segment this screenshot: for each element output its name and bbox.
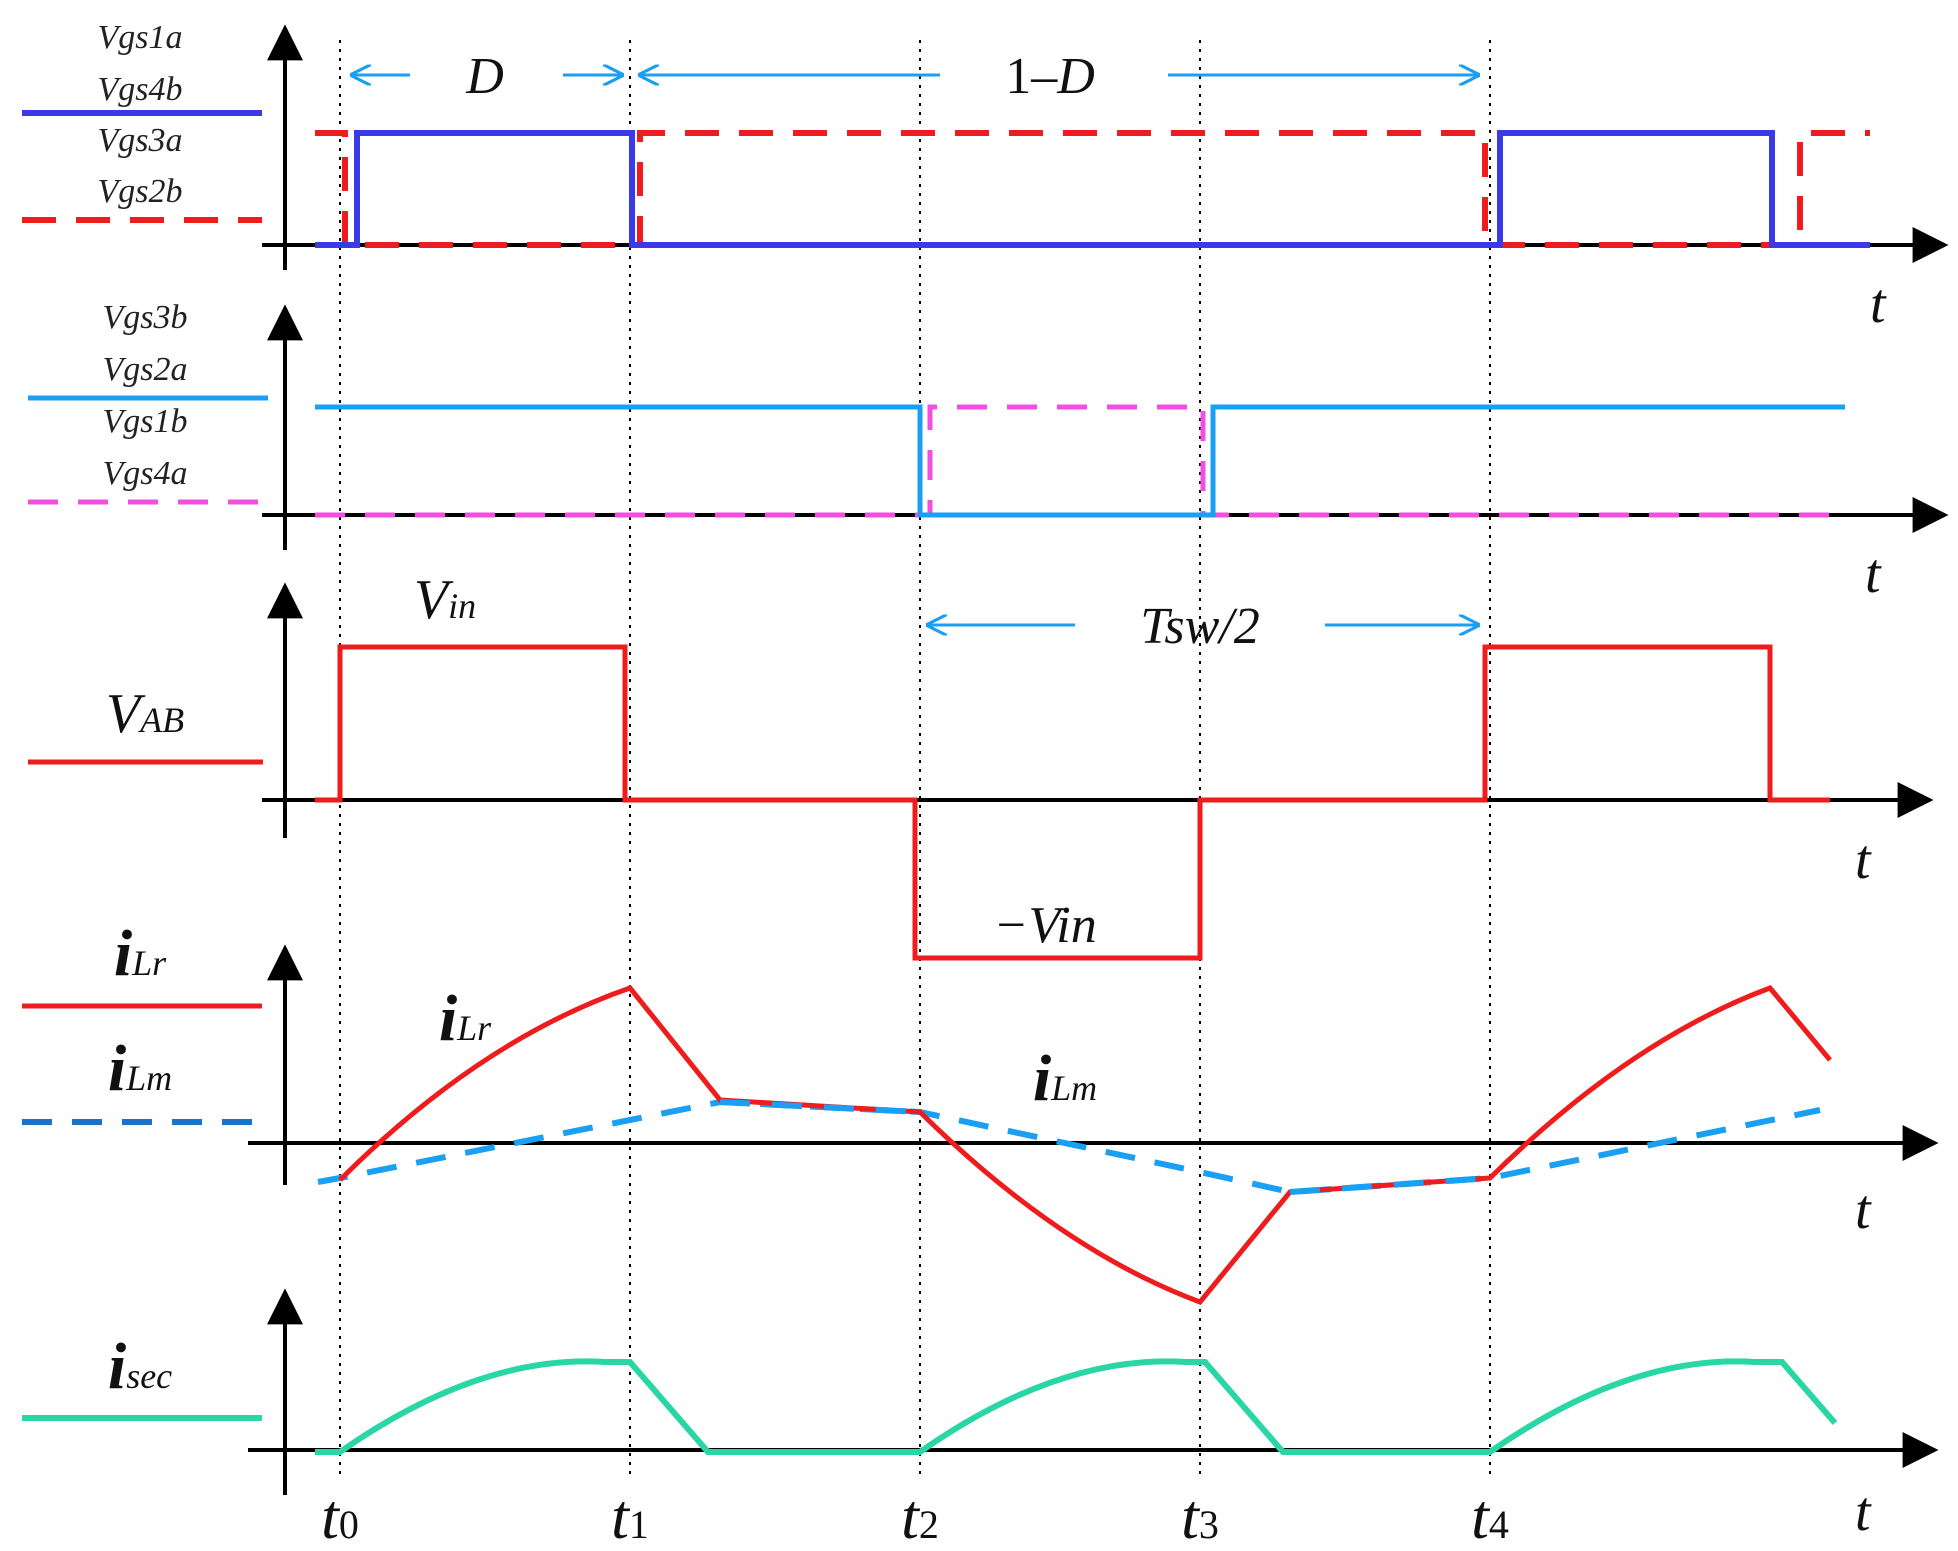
- vin-label-sub: in: [448, 586, 476, 626]
- ilm-legend-label: iLm: [108, 1032, 172, 1105]
- ilr-legend-label: iLr: [114, 917, 167, 990]
- vgs2b-label: Vgs2b: [98, 173, 183, 210]
- ilm-waveform: [317, 1098, 1821, 1196]
- time-marker-lines: [339, 40, 1491, 1475]
- isec-waveform: [315, 1358, 1838, 1455]
- t2-sub: 2: [919, 1502, 939, 1547]
- vgs1b-vgs4a-waveform: [315, 404, 1845, 518]
- t4-main: t: [1471, 1481, 1491, 1551]
- isec-legend-main: i: [108, 1330, 127, 1403]
- tsw-half-label: Tsw/2: [1140, 598, 1260, 655]
- ilm-legend-sub: Lm: [125, 1058, 172, 1098]
- isec-panel: isec t: [22, 1288, 1939, 1543]
- t0-main: t: [321, 1481, 341, 1551]
- vgs4a-label: Vgs4a: [103, 455, 188, 492]
- ilm-overlay-1: [719, 1099, 921, 1115]
- t0-label: t0: [321, 1481, 359, 1551]
- vgs4b-label: Vgs4b: [98, 71, 183, 108]
- t3-sub: 3: [1199, 1502, 1219, 1547]
- ilr-curve-sub: Lr: [456, 1008, 492, 1048]
- t4-sub: 4: [1489, 1502, 1509, 1547]
- vab-t-axis-label: t: [1855, 829, 1872, 891]
- t0-sub: 0: [339, 1502, 359, 1547]
- ilm-curve-sub: Lm: [1050, 1068, 1097, 1108]
- neg-vin-label: −Vin: [993, 897, 1096, 954]
- ilr-curve-label: iLr: [439, 982, 492, 1055]
- vgs3b-vgs2a-waveform: [315, 404, 1845, 518]
- vgs1a-vgs4b-waveform: [315, 130, 1870, 248]
- vgs3a-label: Vgs3a: [98, 122, 183, 159]
- one-minus-d-D: D: [1056, 48, 1095, 105]
- ilm-overlay-2: [1289, 1175, 1491, 1195]
- one-minus-d-label: 1–D: [1005, 48, 1095, 105]
- ilr-legend-main: i: [114, 917, 133, 990]
- ilr-waveform: [338, 985, 1832, 1305]
- t1-label: t1: [611, 1481, 649, 1551]
- ilr-legend-sub: Lr: [131, 943, 167, 983]
- vab-label-main: V: [106, 683, 146, 745]
- gate2-t-axis-label: t: [1865, 543, 1882, 605]
- t2-label: t2: [901, 1481, 939, 1551]
- vin-label: Vin: [414, 569, 476, 631]
- vab-waveform: [315, 644, 1830, 961]
- vab-label: VAB: [106, 683, 184, 745]
- vgs2a-label: Vgs2a: [103, 351, 188, 388]
- t1-sub: 1: [629, 1502, 649, 1547]
- ilm-curve-label: iLm: [1033, 1042, 1097, 1115]
- vab-panel: VAB Vin −Vin Tsw/2 t: [28, 569, 1934, 961]
- vgs3a-vgs2b-waveform: [315, 130, 1870, 248]
- t3-label: t3: [1181, 1481, 1219, 1551]
- gate-panel-1: Vgs1a Vgs4b Vgs3a Vgs2b t: [22, 19, 1949, 335]
- one-minus-d-prefix: 1–: [1005, 48, 1058, 105]
- time-marker-labels: t0 t1 t2 t3 t4: [321, 1481, 1509, 1551]
- vab-label-sub: AB: [138, 700, 184, 740]
- ilm-curve-main: i: [1033, 1042, 1052, 1115]
- vin-label-main: V: [414, 569, 454, 631]
- vgs1b-label: Vgs1b: [103, 403, 188, 440]
- ilm-legend-main: i: [108, 1032, 127, 1105]
- gate1-t-axis-label: t: [1870, 273, 1887, 335]
- duty-cycle-annotations: D 1–D: [352, 48, 1478, 105]
- d-label: D: [465, 48, 504, 105]
- current-t-axis-label: t: [1855, 1179, 1872, 1241]
- isec-legend-sub: sec: [126, 1356, 172, 1396]
- t2-main: t: [901, 1481, 921, 1551]
- vgs1a-label: Vgs1a: [98, 19, 183, 56]
- t1-main: t: [611, 1481, 631, 1551]
- isec-t-axis-label: t: [1855, 1481, 1872, 1543]
- t3-main: t: [1181, 1481, 1201, 1551]
- t4-label: t4: [1471, 1481, 1509, 1551]
- isec-legend-label: isec: [108, 1330, 172, 1403]
- vgs3b-label: Vgs3b: [103, 299, 188, 336]
- gate-panel-2: Vgs3b Vgs2a Vgs1b Vgs4a t: [28, 299, 1949, 605]
- current-panel: iLr iLm iLr iLm t: [22, 917, 1939, 1305]
- ilr-curve-main: i: [439, 982, 458, 1055]
